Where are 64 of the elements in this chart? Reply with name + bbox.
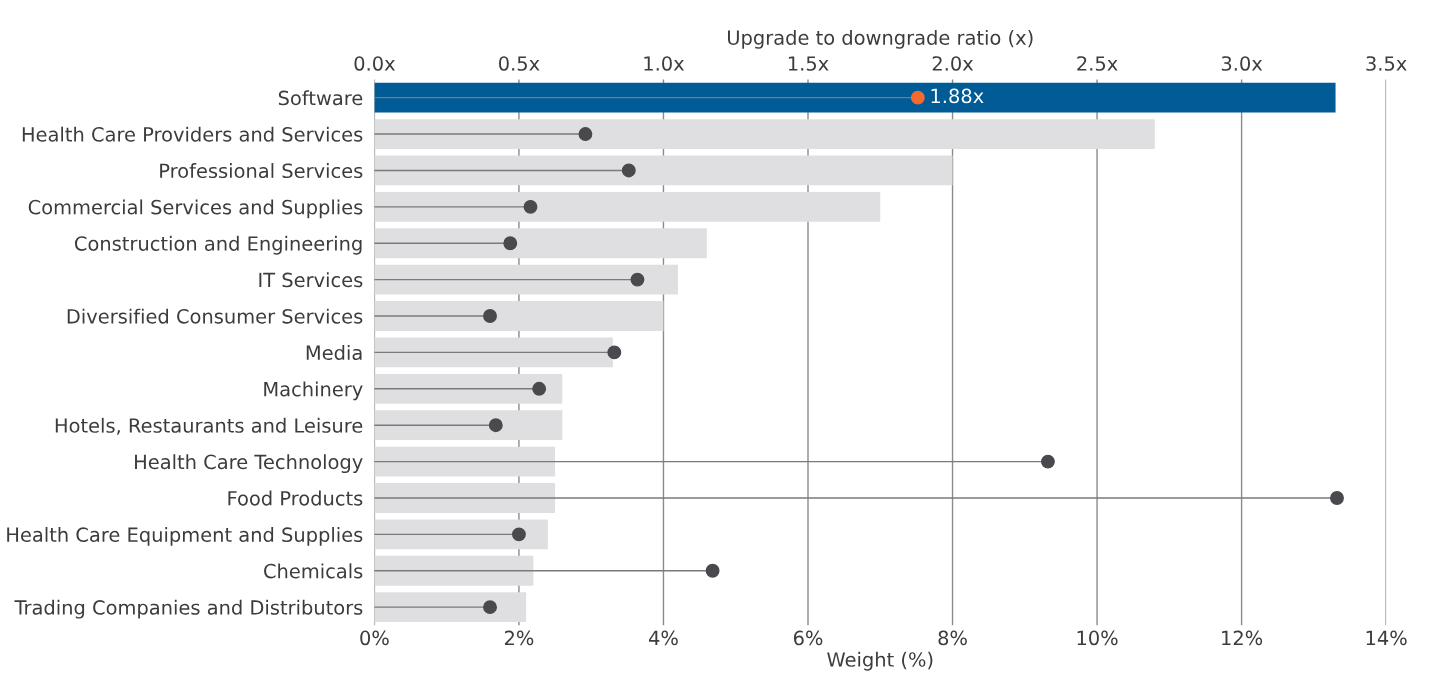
- x2-tick-label: 2.0x: [932, 56, 974, 71]
- y-tick-label: Trading Companies and Distributors: [14, 599, 363, 619]
- bar: [374, 264, 678, 295]
- y-tick-label: Health Care Technology: [135, 454, 363, 474]
- y-tick-label: Media: [306, 345, 362, 361]
- bar: [374, 337, 613, 368]
- point: [705, 563, 720, 578]
- x-tick-label: 4%: [648, 630, 678, 646]
- x-tick-label: 12%: [1222, 630, 1263, 646]
- point: [578, 127, 593, 141]
- x2-tick-label: 2.5x: [1077, 56, 1118, 71]
- bar: [374, 228, 707, 259]
- bar: [374, 592, 527, 623]
- x-axis-title: Weight (%): [827, 651, 933, 671]
- y-tick-label: Chemicals: [264, 563, 363, 579]
- x-tick-label: 8%: [938, 630, 967, 646]
- y-tick-label: Hotels, Restaurants and Leisure: [55, 417, 363, 435]
- x2-tick-label: 0.5x: [499, 56, 540, 71]
- bar: [374, 555, 534, 586]
- x2-tick-label: 0.0x: [354, 56, 395, 71]
- point: [483, 600, 497, 615]
- point: [483, 309, 497, 323]
- point: [511, 527, 526, 542]
- x2-axis-title: Upgrade to downgrade ratio (x): [727, 29, 1033, 49]
- x-tick-label: 6%: [793, 630, 823, 646]
- bar: [374, 410, 563, 441]
- data-label: 1.88x: [931, 88, 984, 104]
- bar: [374, 191, 881, 222]
- bar: [374, 82, 1336, 113]
- point: [1330, 491, 1344, 505]
- y-tick-label: Machinery: [264, 381, 363, 401]
- x2-tick-label: 3.5x: [1366, 56, 1407, 71]
- y-tick-label: Professional Services: [160, 163, 363, 179]
- x-tick-label: 2%: [504, 630, 534, 646]
- x-tick-label: 14%: [1366, 630, 1407, 646]
- point: [503, 236, 518, 251]
- point: [523, 199, 538, 214]
- point: [607, 345, 622, 360]
- point: [532, 381, 547, 396]
- bar: [374, 519, 548, 550]
- x-tick-label: 0%: [360, 630, 389, 646]
- y-tick-label: Software: [278, 90, 363, 106]
- bar: [374, 446, 556, 477]
- y-tick-label: Diversified Consumer Services: [67, 308, 363, 324]
- point: [1040, 454, 1055, 469]
- y-tick-label: Food Products: [228, 490, 363, 506]
- point: [621, 163, 636, 178]
- bar: [374, 301, 664, 331]
- bar: [374, 155, 953, 186]
- x2-tick-label: 3.0x: [1221, 56, 1263, 71]
- point: [630, 272, 645, 287]
- x-tick-label: 10%: [1077, 630, 1118, 646]
- x2-tick-label: 1.0x: [644, 56, 685, 71]
- y-tick-label: Health Care Equipment and Supplies: [7, 526, 363, 546]
- bar: [374, 119, 1155, 149]
- y-tick-label: Commercial Services and Supplies: [28, 199, 363, 219]
- bar: [374, 373, 563, 404]
- x2-tick-label: 1.5x: [788, 56, 829, 71]
- y-tick-label: IT Services: [259, 272, 363, 288]
- point: [488, 418, 503, 433]
- y-tick-label: Construction and Engineering: [74, 235, 362, 255]
- y-tick-label: Health Care Providers and Services: [22, 126, 363, 142]
- point: [910, 90, 925, 105]
- bar: [374, 483, 556, 513]
